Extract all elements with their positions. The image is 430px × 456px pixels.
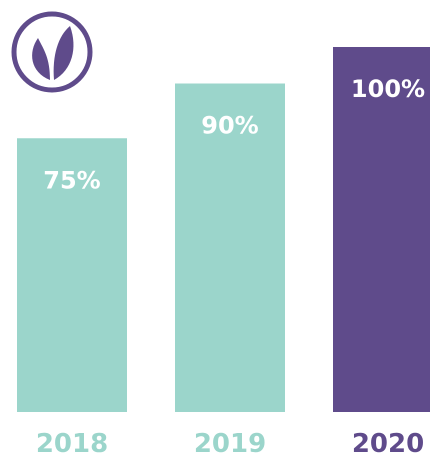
value-label: 75% [43,166,100,194]
bar [333,47,430,412]
logo-leaf-left [32,38,50,80]
logo-ring [11,11,93,93]
logo-leaf-right [53,26,74,80]
bar [17,138,127,412]
category-label: 2020 [352,429,424,456]
logo [11,11,93,93]
category-label: 2018 [36,429,108,456]
category-label: 2019 [194,429,266,456]
value-label: 100% [351,75,425,103]
bar [175,83,285,412]
value-label: 90% [201,112,258,140]
